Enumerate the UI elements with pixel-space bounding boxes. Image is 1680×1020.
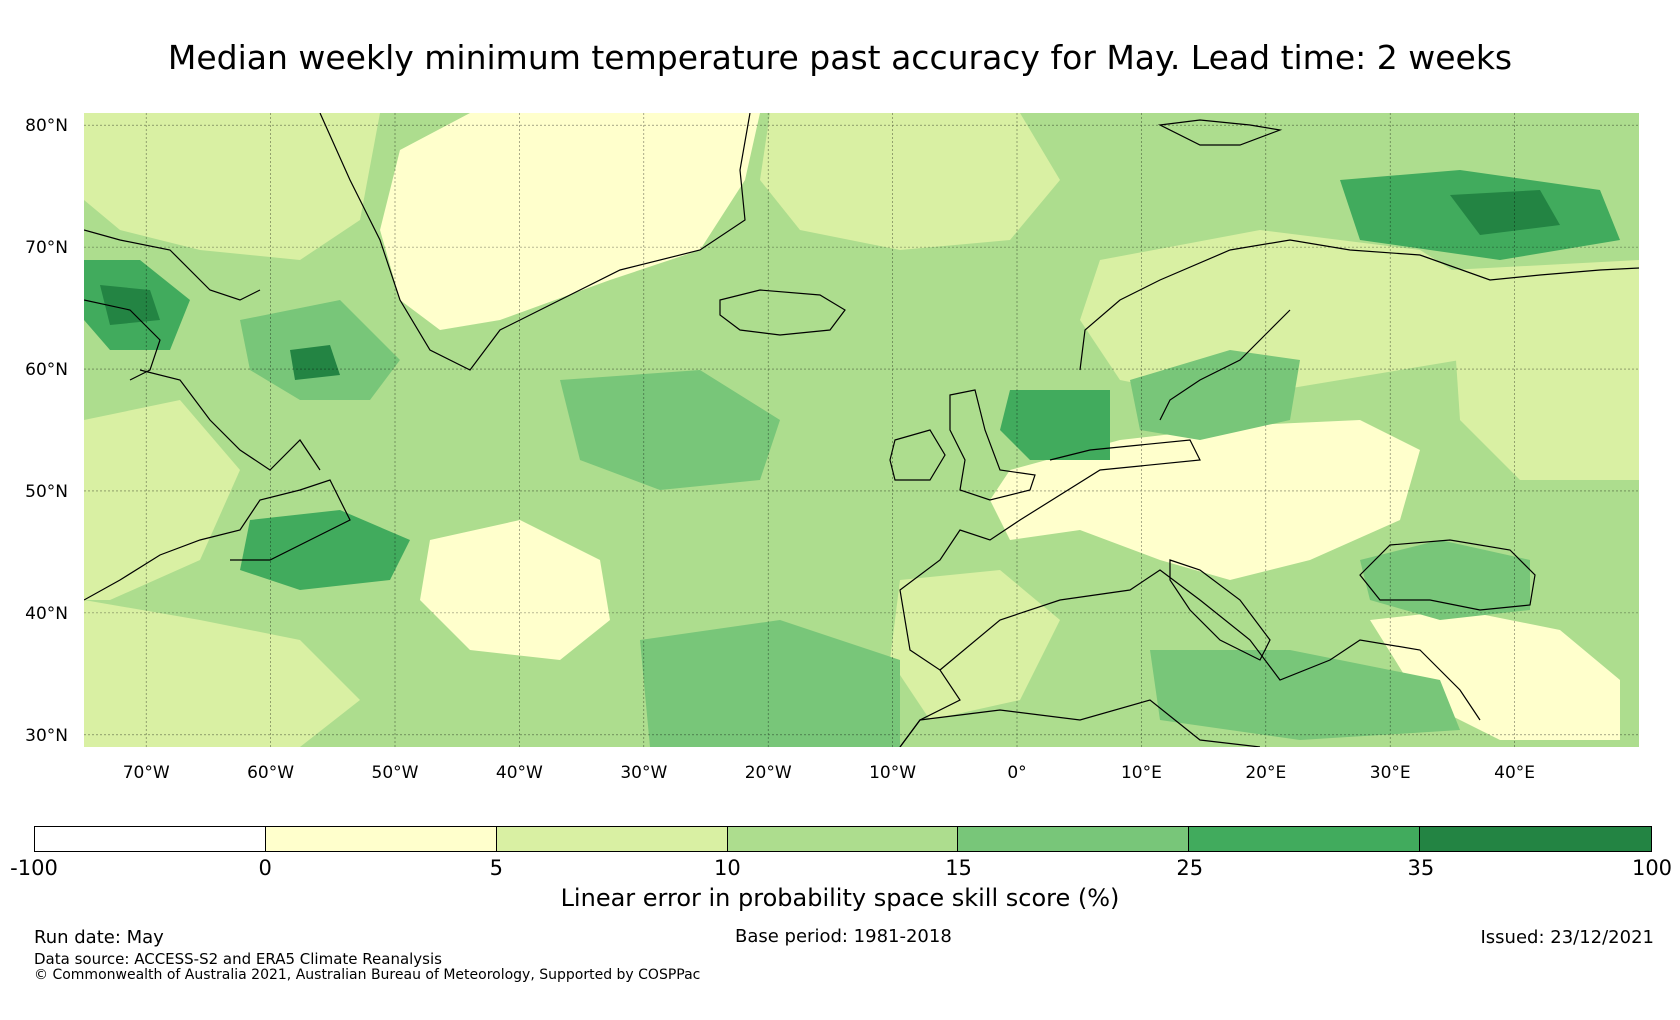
- run-date: Run date: May: [34, 927, 164, 948]
- colorbar-bin: [35, 827, 266, 851]
- sweden-coastline: [1159, 309, 1291, 421]
- subtropical-atlantic-high-skill-area: [640, 620, 900, 747]
- base-period: Base period: 1981-2018: [735, 926, 952, 947]
- russia-moderate-area: [1450, 260, 1639, 480]
- nova-scotia-high-skill-area: [240, 510, 410, 590]
- british-isles-coastline: [949, 389, 1036, 501]
- norway-coastline: [1079, 239, 1639, 371]
- atlantic-low-skill-area: [420, 520, 610, 660]
- colorbar: [34, 826, 1652, 852]
- latitude-label: 70°N: [25, 238, 68, 258]
- longitude-label: 20°W: [745, 763, 792, 783]
- colorbar-label: Linear error in probability space skill …: [560, 884, 1120, 912]
- ireland-coastline: [889, 429, 946, 481]
- iberia-moderate-area: [890, 570, 1060, 720]
- skill-score-field: [84, 113, 1639, 747]
- southwest-moderate-area: [84, 600, 360, 747]
- longitude-label: 40°E: [1494, 763, 1535, 783]
- longitude-label: 30°W: [620, 763, 667, 783]
- mediterranean-high-skill-area: [1150, 650, 1460, 740]
- labrador-peak-skill-area: [290, 345, 340, 380]
- north-america-coastline: [84, 479, 351, 601]
- colorbar-tick-label: 35: [1407, 856, 1435, 880]
- data-source: Data source: ACCESS-S2 and ERA5 Climate …: [34, 950, 442, 968]
- latitude-label: 50°N: [25, 482, 68, 502]
- colorbar-bin: [1420, 827, 1651, 851]
- north-america-moderate-area: [84, 400, 240, 600]
- latitude-label: 40°N: [25, 604, 68, 624]
- svalbard-coastline: [1157, 119, 1283, 146]
- greenland-coastline: [319, 113, 751, 371]
- colorbar-bin: [1189, 827, 1421, 851]
- latitude-label: 80°N: [25, 116, 68, 136]
- arctic-moderate-area: [84, 113, 380, 260]
- issued-date: Issued: 23/12/2021: [1480, 927, 1654, 948]
- longitude-label: 20°E: [1245, 763, 1286, 783]
- colorbar-bin: [265, 827, 497, 851]
- colorbar-bin: [958, 827, 1190, 851]
- baffin-coastline: [84, 229, 261, 301]
- colorbar-tick-label: 10: [714, 856, 741, 880]
- greenland-low-skill-area: [380, 113, 760, 330]
- longitude-label: 0°: [1007, 763, 1026, 783]
- gridlines: [84, 113, 1639, 747]
- latitude-label: 60°N: [25, 360, 68, 380]
- med-east-low-skill-area: [1370, 610, 1620, 740]
- coastlines: [84, 113, 1639, 747]
- colorbar-bin: [496, 827, 728, 851]
- colorbar-tick-label: 5: [489, 856, 503, 880]
- scandinavia-moderate-area: [1080, 230, 1500, 400]
- longitude-label: 10°E: [1121, 763, 1162, 783]
- longitude-label: 10°W: [869, 763, 916, 783]
- longitude-label: 40°W: [496, 763, 543, 783]
- longitude-labels: 70°W 60°W 50°W 40°W 30°W 20°W 10°W 0° 10°E 20°E 30…: [123, 763, 1535, 783]
- colorbar-bin: [727, 827, 959, 851]
- hudson-peak-skill-area: [100, 285, 160, 325]
- africa-north-coastline: [899, 699, 1261, 747]
- labrador-coastline: [139, 369, 321, 471]
- barents-peak-skill-area: [1450, 190, 1560, 235]
- mediterranean-north-coastline: [939, 569, 1481, 721]
- longitude-label: 50°W: [372, 763, 419, 783]
- latitude-labels: 80°N 70°N 60°N 50°N 40°N 30°N: [25, 116, 68, 746]
- longitude-label: 70°W: [123, 763, 170, 783]
- colorbar-tick-label: 25: [1176, 856, 1204, 880]
- copyright-notice: © Commonwealth of Australia 2021, Austra…: [34, 967, 701, 983]
- colorbar-tick-label: 100: [1631, 856, 1673, 880]
- colorbar-tick-label: 0: [258, 856, 272, 880]
- europe-west-coastline: [899, 439, 1201, 747]
- north-sea-high-skill-area: [1000, 390, 1110, 460]
- map-title: Median weekly minimum temperature past a…: [167, 38, 1513, 77]
- baltic-high-skill-area: [1130, 350, 1300, 440]
- colorbar-tick-label: -100: [10, 856, 58, 880]
- latitude-label: 30°N: [25, 726, 68, 746]
- longitude-label: 60°W: [247, 763, 294, 783]
- italy-coastline: [1169, 559, 1271, 661]
- atlantic-high-skill-area: [560, 370, 780, 490]
- longitude-label: 30°E: [1370, 763, 1411, 783]
- arctic-east-moderate-area: [760, 113, 1060, 250]
- colorbar-tick-label: 15: [945, 856, 972, 880]
- iceland-coastline: [719, 289, 846, 336]
- black-sea-coastline: [1359, 539, 1536, 611]
- hudson-bay-coastline: [84, 299, 161, 381]
